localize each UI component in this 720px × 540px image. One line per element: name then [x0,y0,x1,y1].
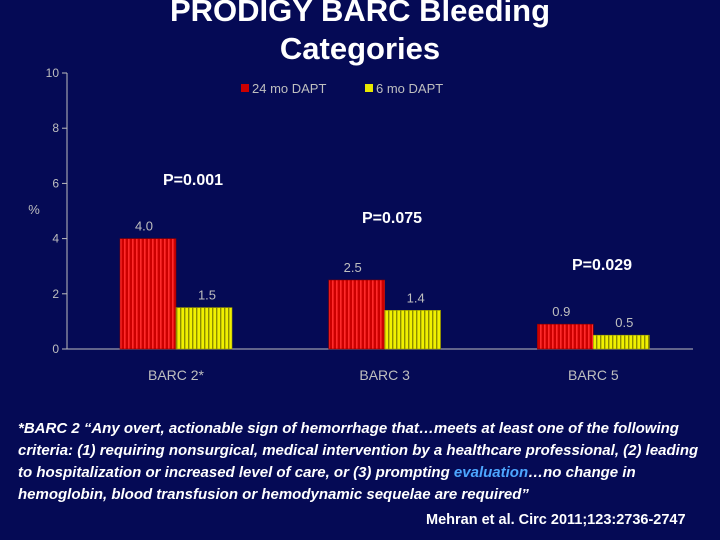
bar-chart: 0 2 4 6 8 10% 4.0 1.5 BARC 2* 2.5 1.4 BARC 3 0.9 0.5… [28,66,693,383]
labels: 4.0 1.5 BARC 2* 2.5 1.4 BARC 3 0.9 0.5 BARC 5 P=0… [135,81,633,383]
y-axis-label: % [28,202,40,217]
caption-text-end: …no change in hemoglobin, blood transfus… [18,464,636,503]
y-tick-label: 4 [52,232,59,246]
citation: Mehran et al. Circ 2011;123:2736-2747 [426,512,686,528]
data-label: 1.4 [407,290,425,305]
bar-6mo-1 [175,307,233,350]
x-tick-label: BARC 5 [568,367,619,383]
y-tick-label: 0 [52,342,59,356]
data-label: 0.5 [615,315,633,330]
bar-24mo-1 [119,238,177,350]
p-value-label: P=0.075 [362,210,422,227]
y-tick-label: 2 [52,287,59,301]
y-tick-label: 8 [52,121,59,135]
data-label: 2.5 [344,260,362,275]
caption-highlight: evaluation [453,464,529,481]
definition-caption: *BARC 2 “Any overt, actionable sign of h… [18,418,708,506]
data-label: 0.9 [552,304,570,319]
data-label: 4.0 [135,219,153,234]
bar-24mo-2 [328,279,385,350]
p-value-label: P=0.001 [163,172,223,189]
x-tick-label: BARC 3 [359,367,410,383]
data-label: 1.5 [198,288,216,303]
bar-6mo-3 [593,334,650,350]
bars [119,238,650,350]
caption-text: *BARC 2 “Any overt, actionable sign of h… [18,420,699,481]
y-tick-label: 10 [46,66,60,80]
y-tick-label: 6 [52,176,59,190]
bar-24mo-3 [537,323,594,350]
legend-swatch [241,84,249,92]
legend-entry: 24 mo DAPT [252,81,326,96]
legend-entry: 6 mo DAPT [376,81,443,96]
p-value-label: P=0.029 [572,257,632,274]
legend-swatch [365,84,373,92]
slide-title: PRODIGY BARC Bleeding Categories [169,0,551,66]
x-tick-label: BARC 2* [148,367,205,383]
bar-6mo-2 [384,310,441,350]
